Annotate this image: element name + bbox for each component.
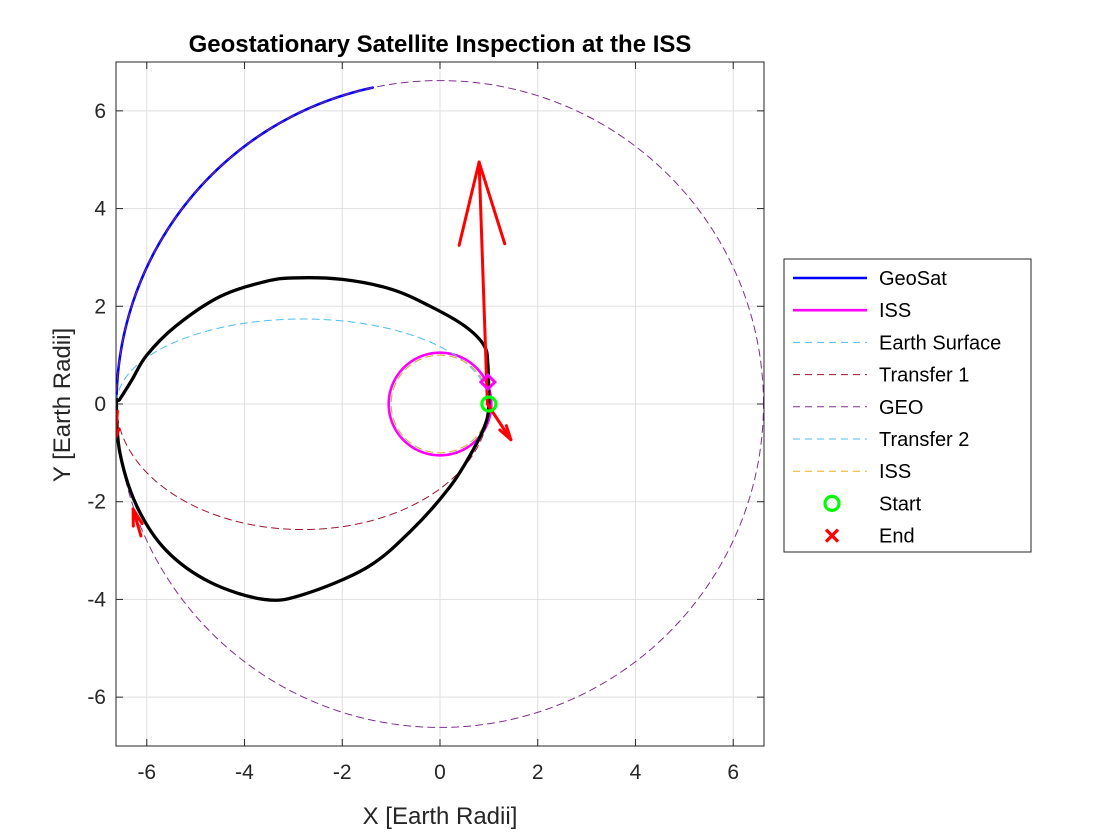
legend-label: GeoSat: [879, 268, 947, 290]
start-marker: [480, 395, 498, 413]
x-tick-label: -6: [137, 761, 156, 784]
trajectory-line: [116, 276, 491, 602]
legend-marker-end: [824, 528, 840, 543]
vector-arrowhead: [504, 424, 513, 442]
iss-position-marker: [478, 372, 498, 392]
legend-label: GEO: [879, 397, 923, 419]
y-tick-label: 2: [94, 295, 106, 318]
legend-items: GeoSat ISS Earth Surface Transfer 1 GEO Trans…: [793, 268, 1001, 548]
series-layer: [116, 80, 764, 728]
y-tick-label: 6: [94, 100, 106, 123]
vector-arrowhead: [477, 160, 507, 246]
y-axis-label: Y [Earth Radii]: [49, 328, 76, 482]
iss-line: [387, 351, 493, 457]
legend: GeoSat ISS Earth Surface Transfer 1 GEO Trans…: [783, 258, 1032, 553]
legend-label: End: [879, 526, 915, 548]
y-tick-label: -6: [87, 686, 106, 709]
x-tick-label: 4: [630, 761, 642, 784]
legend-label: Transfer 2: [879, 429, 969, 451]
x-tick-label: 6: [727, 761, 739, 784]
velocity-vector: [477, 160, 489, 406]
x-tick-label: 2: [532, 761, 544, 784]
x-tick-label: -2: [333, 761, 352, 784]
legend-label: Start: [879, 493, 922, 515]
y-tick-label: 0: [94, 393, 106, 416]
vector-arrowhead: [116, 427, 121, 442]
x-tick-label: 0: [434, 761, 446, 784]
x-axis-label: X [Earth Radii]: [363, 803, 518, 830]
y-tick-label: -4: [87, 588, 106, 611]
legend-label: ISS: [879, 300, 911, 322]
geo-line: [116, 80, 764, 728]
plot-area: [116, 80, 764, 728]
vector-arrowhead: [457, 160, 481, 247]
legend-marker-start: [823, 494, 841, 512]
x-tick-label: -4: [235, 761, 254, 784]
legend-label: ISS: [879, 461, 911, 483]
velocity-vector: [116, 409, 119, 441]
iss-line: [390, 354, 490, 454]
chart-title: Geostationary Satellite Inspection at th…: [189, 31, 692, 58]
legend-label: Earth Surface: [879, 332, 1001, 354]
y-tick-label: -2: [87, 491, 106, 514]
y-tick-label: 4: [94, 198, 106, 221]
axis-ticks: -6 -4 -2 0 2 4 6 -6 -4 -2 0 2 4 6: [87, 62, 764, 784]
legend-label: Transfer 1: [879, 365, 969, 387]
